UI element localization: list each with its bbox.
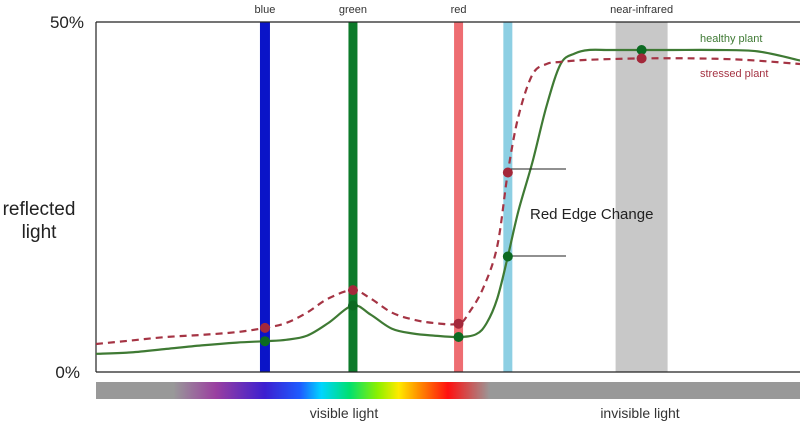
marker-stressed-plant [502,167,513,178]
marker-stressed-plant [636,53,647,64]
marker-stressed-plant [259,322,270,333]
band-near-infrared [615,22,668,372]
band-label-near-infrared: near-infrared [610,4,673,16]
band-cyan-3 [503,22,513,372]
marker-stressed-plant [347,285,358,296]
spectrum-bar [96,382,800,399]
visible-light-label: visible light [310,405,379,421]
y-tick-bottom: 0% [55,363,80,382]
spectral-bands: blue green red near-infrared [255,4,673,372]
series-line-healthy-plant [95,48,800,355]
series-line-stressed-plant [95,57,800,346]
band-label-green: green [339,4,367,16]
series-label-healthy: healthy plant [700,33,762,45]
series-lines [95,48,800,355]
y-axis-label-line2: light [22,222,58,243]
invisible-light-label: invisible light [600,405,679,421]
marker-healthy-plant [636,45,647,55]
marker-healthy-plant [502,251,513,262]
band-label-blue: blue [255,4,276,16]
red-edge-annotation: Red Edge Change [530,206,653,223]
series-markers [259,45,647,347]
band-green [348,22,358,372]
band-blue [259,22,270,372]
marker-healthy-plant [347,300,358,311]
y-tick-top: 50% [50,13,84,32]
marker-healthy-plant [259,336,270,347]
band-label-red: red [451,4,467,16]
y-axis-label-line1: reflected [3,199,76,220]
series-label-stressed: stressed plant [700,68,768,80]
marker-healthy-plant [453,332,464,342]
band-red [454,22,464,372]
marker-stressed-plant [453,318,464,329]
